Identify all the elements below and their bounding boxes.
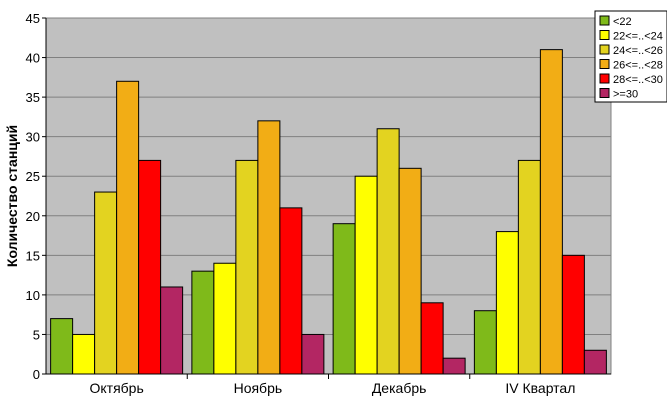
x-category-label: Декабрь — [372, 380, 427, 396]
legend-label: >=30 — [613, 89, 638, 101]
legend-swatch — [599, 73, 610, 84]
legend-swatch — [599, 88, 610, 98]
y-tick-label: 35 — [26, 90, 40, 105]
bar — [138, 159, 162, 375]
bar — [442, 357, 466, 375]
x-category-label: Ноябрь — [234, 380, 283, 396]
bar — [495, 231, 519, 375]
x-category-label: IV Квартал — [505, 380, 575, 396]
bar — [376, 128, 400, 375]
bar — [279, 207, 303, 375]
legend: <22 22<=..<24 24<=..<26 26<=..<28 28<=..<30 >… — [594, 10, 667, 103]
y-tick-label: 25 — [26, 169, 40, 184]
y-axis-label: Количество станций — [4, 125, 20, 267]
bar — [235, 159, 259, 375]
y-tick-label: 10 — [26, 288, 40, 303]
bar — [561, 254, 585, 375]
bar — [517, 159, 541, 375]
legend-label: 26<=..<28 — [613, 60, 663, 72]
bar — [332, 223, 356, 375]
bar — [116, 80, 140, 375]
bar — [583, 349, 607, 375]
bar — [160, 286, 184, 375]
legend-label: 22<=..<24 — [613, 31, 663, 43]
y-tick-labels: 0 5 10 15 20 25 30 35 40 45 — [26, 11, 40, 382]
legend-label: 28<=..<30 — [613, 74, 663, 86]
bars — [50, 49, 607, 375]
bar — [354, 175, 378, 375]
legend-label: 24<=..<26 — [613, 45, 663, 57]
legend-swatch — [599, 30, 610, 40]
bar — [50, 318, 74, 375]
bar — [420, 302, 444, 375]
bar — [539, 49, 563, 375]
bar — [213, 262, 237, 375]
bar — [94, 191, 118, 375]
y-tick-label: 15 — [26, 248, 40, 263]
axes — [42, 17, 611, 379]
bar — [191, 270, 215, 375]
legend-swatch — [599, 15, 610, 26]
bar — [301, 333, 325, 375]
y-tick-label: 20 — [26, 209, 40, 224]
bar — [398, 167, 422, 375]
bar — [257, 120, 281, 375]
legend-label: <22 — [613, 16, 632, 28]
x-category-labels: Октябрь Ноябрь Декабрь IV Квартал — [89, 380, 575, 396]
x-category-label: Октябрь — [89, 380, 143, 396]
y-tick-label: 45 — [26, 11, 40, 26]
bar — [72, 333, 96, 375]
legend-box — [594, 10, 667, 103]
legend-swatch — [599, 59, 610, 69]
y-tick-label: 30 — [26, 130, 40, 145]
y-tick-label: 0 — [33, 367, 40, 382]
bar — [473, 310, 497, 375]
legend-swatch — [599, 44, 610, 55]
y-tick-label: 40 — [26, 51, 40, 66]
y-tick-label: 5 — [33, 327, 40, 342]
